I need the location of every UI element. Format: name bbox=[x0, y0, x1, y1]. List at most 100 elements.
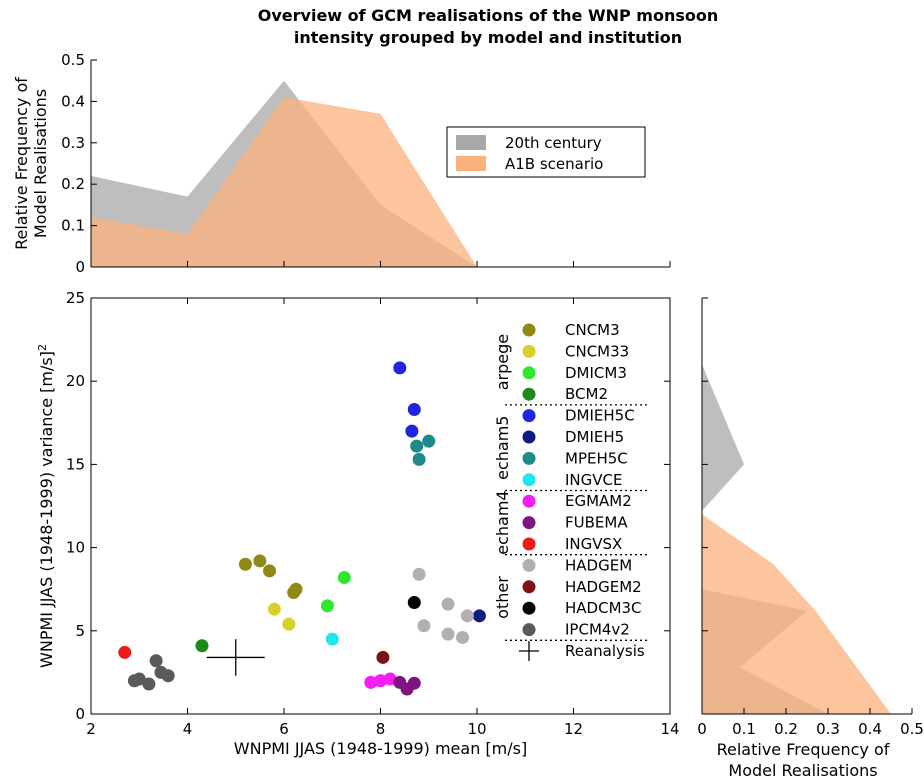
area-a1b-scenario bbox=[702, 514, 891, 714]
top-legend-swatch bbox=[456, 135, 486, 150]
legend-marker-hadcm3c bbox=[522, 601, 536, 615]
top-y-tick-label: 0.2 bbox=[61, 175, 85, 193]
y-tick-label: 0 bbox=[75, 705, 85, 723]
top-y-axis-label-line-2: Model Realisations bbox=[31, 89, 50, 238]
legend-label-dmicm3: DMICM3 bbox=[565, 364, 627, 382]
data-point-bcm2 bbox=[195, 639, 209, 653]
legend-label-hadgem: HADGEM bbox=[565, 556, 632, 574]
legend-marker-hadgem bbox=[522, 558, 536, 572]
y-tick-label: 25 bbox=[66, 289, 85, 307]
x-tick-label: 4 bbox=[183, 720, 193, 738]
area-a1b-scenario bbox=[91, 97, 477, 267]
data-point-hadgem bbox=[441, 627, 455, 641]
right-histogram-panel: 0 0.1 0.2 0.3 0.4 0.5 Relative Frequency of Mod… bbox=[697, 297, 924, 780]
main-scatter-panel: 2 4 6 8 10 12 14 0 5 10 15 20 25 WNPMI JJAS (1948-199… bbox=[36, 289, 680, 758]
top-legend-swatch bbox=[456, 156, 486, 171]
legend-marker-ingvsx bbox=[522, 537, 536, 551]
legend-label-ingvce: INGVCE bbox=[565, 471, 622, 489]
right-x-tick-label: 0.1 bbox=[732, 720, 756, 738]
right-x-tick-label: 0.2 bbox=[774, 720, 798, 738]
top-histogram-panel: 0 0.1 0.2 0.3 0.4 0.5 Relative Frequency of Mod… bbox=[12, 51, 671, 276]
chart-title-line-1: Overview of GCM realisations of the WNP … bbox=[258, 6, 719, 25]
legend-label-fubema: FUBEMA bbox=[565, 514, 628, 532]
x-tick-label: 8 bbox=[376, 720, 386, 738]
legend-label-hadcm3c: HADCM3C bbox=[565, 599, 642, 617]
legend-label-mpeh5c: MPEH5C bbox=[565, 449, 628, 467]
legend-label-hadgem2: HADGEM2 bbox=[565, 578, 642, 596]
data-point-dmieh5c bbox=[407, 402, 421, 416]
data-point-egmam2 bbox=[364, 675, 378, 689]
right-x-tick-label: 0.3 bbox=[816, 720, 840, 738]
top-y-tick-label: 0.4 bbox=[61, 92, 85, 110]
x-tick-label: 14 bbox=[660, 720, 679, 738]
data-point-mpeh5c bbox=[422, 434, 436, 448]
data-point-cncm3 bbox=[253, 554, 267, 568]
top-y-tick-label: 0.5 bbox=[61, 51, 85, 69]
data-point-cncm33 bbox=[267, 602, 281, 616]
legend-marker-dmieh5c bbox=[522, 409, 536, 423]
legend-group-label: arpege bbox=[493, 334, 512, 390]
data-point-ipcm4v2 bbox=[161, 669, 175, 683]
right-x-axis-label-line-1: Relative Frequency of bbox=[717, 740, 890, 759]
data-point-cncm3 bbox=[263, 564, 277, 578]
legend-marker-ingvce bbox=[522, 473, 536, 487]
right-x-axis-label-line-2: Model Realisations bbox=[728, 761, 877, 780]
x-tick-label: 10 bbox=[467, 720, 486, 738]
legend-label-cncm33: CNCM33 bbox=[565, 342, 629, 360]
right-x-tick-label: 0 bbox=[697, 720, 707, 738]
data-point-dmicm3 bbox=[337, 571, 351, 585]
top-y-tick-label: 0.3 bbox=[61, 134, 85, 152]
data-point-hadgem2 bbox=[376, 650, 390, 664]
top-y-axis-label-line-1: Relative Frequency of bbox=[12, 77, 31, 250]
y-tick-label: 5 bbox=[75, 622, 85, 640]
data-point-dmicm3 bbox=[320, 599, 334, 613]
top-legend-label: A1B scenario bbox=[505, 155, 603, 173]
legend-marker-hadgem2 bbox=[522, 580, 536, 594]
data-point-cncm3 bbox=[289, 582, 303, 596]
data-point-hadgem bbox=[456, 630, 470, 644]
data-point-egmam2 bbox=[374, 674, 387, 688]
top-y-tick-label: 0.1 bbox=[61, 217, 85, 235]
data-point-ingvsx bbox=[118, 645, 132, 659]
right-x-tick-label: 0.5 bbox=[900, 720, 924, 738]
legend-label-dmieh5: DMIEH5 bbox=[565, 428, 624, 446]
data-point-cncm33 bbox=[282, 617, 296, 631]
legend-marker-bcm2 bbox=[522, 387, 536, 401]
x-tick-label: 6 bbox=[279, 720, 289, 738]
legend-group-label: echam5 bbox=[493, 416, 512, 480]
data-point-mpeh5c bbox=[412, 452, 426, 466]
data-point-dmieh5c bbox=[405, 424, 419, 438]
legend-label-egmam2: EGMAM2 bbox=[565, 492, 632, 510]
data-point-hadgem bbox=[460, 609, 474, 623]
data-point-hadgem bbox=[441, 597, 455, 611]
data-point-hadgem bbox=[412, 567, 426, 581]
legend-label-ipcm4v2: IPCM4v2 bbox=[565, 621, 630, 639]
data-point-ipcm4v2 bbox=[149, 654, 163, 668]
legend-marker-cncm33 bbox=[522, 344, 536, 358]
legend-marker-cncm3 bbox=[522, 323, 536, 337]
legend-marker-dmicm3 bbox=[522, 366, 536, 380]
data-point-mpeh5c bbox=[410, 439, 424, 453]
chart-title-line-2: intensity grouped by model and instituti… bbox=[294, 28, 682, 47]
data-point-cncm3 bbox=[238, 557, 252, 571]
right-x-tick-label: 0.4 bbox=[858, 720, 882, 738]
legend-label-dmieh5c: DMIEH5C bbox=[565, 407, 635, 425]
top-y-tick-label: 0 bbox=[75, 258, 85, 276]
y-tick-label: 20 bbox=[66, 372, 85, 390]
data-point-dmieh5 bbox=[472, 609, 486, 623]
legend-label-ingvsx: INGVSX bbox=[565, 535, 622, 553]
legend-marker-egmam2 bbox=[522, 494, 536, 508]
legend-group-label: echam4 bbox=[493, 490, 512, 554]
legend-marker-fubema bbox=[522, 516, 536, 530]
legend-group-label: other bbox=[493, 576, 512, 619]
x-tick-label: 12 bbox=[564, 720, 583, 738]
x-tick-label: 2 bbox=[86, 720, 96, 738]
data-point-dmieh5c bbox=[393, 361, 407, 375]
data-point-ipcm4v2 bbox=[132, 672, 146, 686]
data-point-ipcm4v2 bbox=[142, 677, 156, 691]
data-point-ingvce bbox=[325, 632, 339, 646]
legend-marker-ipcm4v2 bbox=[522, 623, 536, 637]
legend-marker-mpeh5c bbox=[522, 451, 536, 465]
data-point-fubema bbox=[407, 676, 421, 690]
